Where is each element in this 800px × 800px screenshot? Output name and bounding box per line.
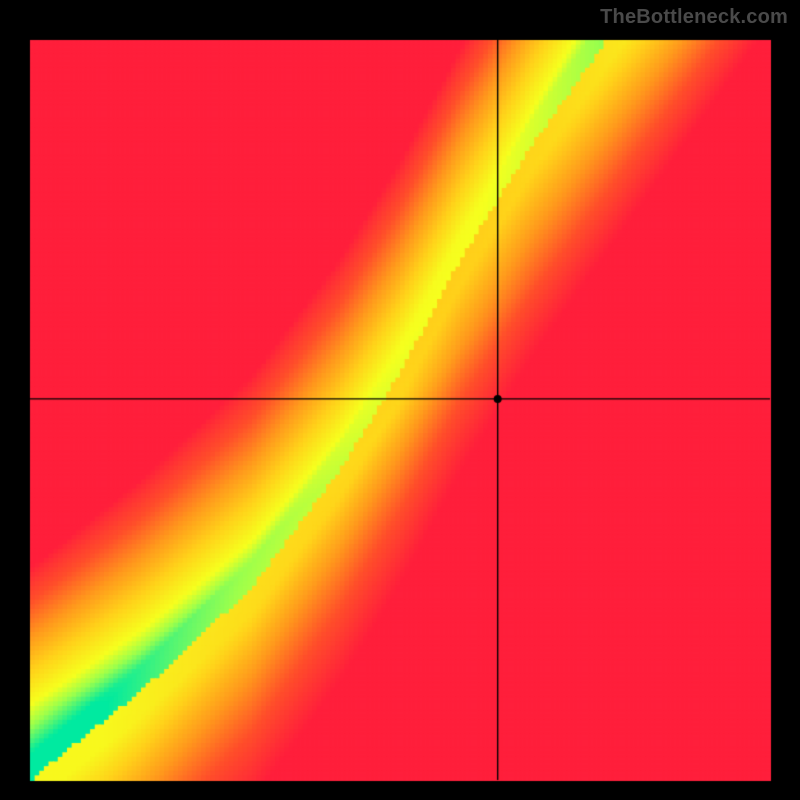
bottleneck-heatmap xyxy=(0,0,800,800)
root-container: TheBottleneck.com xyxy=(0,0,800,800)
watermark-text: TheBottleneck.com xyxy=(600,6,788,29)
